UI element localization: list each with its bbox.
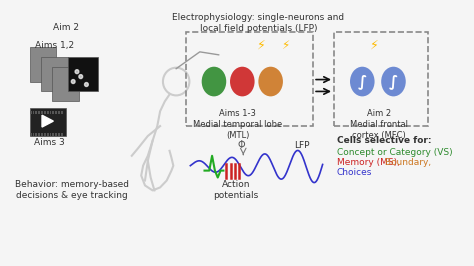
- FancyBboxPatch shape: [53, 111, 55, 114]
- FancyBboxPatch shape: [38, 133, 40, 136]
- Text: Electrophysiology: single-neurons and
local field potentials (LFP): Electrophysiology: single-neurons and lo…: [173, 13, 345, 33]
- FancyBboxPatch shape: [30, 133, 32, 136]
- FancyBboxPatch shape: [61, 133, 63, 136]
- Text: Aim 2: Aim 2: [367, 109, 392, 118]
- FancyBboxPatch shape: [30, 108, 65, 136]
- Text: Medial temporal lobe
(MTL): Medial temporal lobe (MTL): [193, 120, 282, 140]
- Text: LFP: LFP: [294, 141, 310, 150]
- FancyBboxPatch shape: [30, 111, 32, 114]
- FancyBboxPatch shape: [36, 133, 37, 136]
- FancyBboxPatch shape: [55, 111, 57, 114]
- FancyBboxPatch shape: [41, 57, 67, 92]
- Text: Choices: Choices: [337, 168, 372, 177]
- FancyBboxPatch shape: [44, 111, 46, 114]
- Text: Boundary,: Boundary,: [382, 158, 431, 167]
- FancyBboxPatch shape: [58, 133, 60, 136]
- FancyBboxPatch shape: [41, 111, 43, 114]
- FancyBboxPatch shape: [38, 111, 40, 114]
- Circle shape: [84, 82, 88, 86]
- Text: Aims 3: Aims 3: [34, 138, 64, 147]
- FancyBboxPatch shape: [67, 57, 98, 92]
- Ellipse shape: [230, 67, 255, 96]
- FancyBboxPatch shape: [53, 67, 79, 101]
- FancyBboxPatch shape: [44, 133, 46, 136]
- Text: ⚡: ⚡: [281, 39, 289, 52]
- Circle shape: [75, 70, 79, 74]
- Text: Aims 1-3: Aims 1-3: [219, 109, 256, 118]
- FancyBboxPatch shape: [53, 133, 55, 136]
- FancyBboxPatch shape: [33, 133, 35, 136]
- FancyBboxPatch shape: [61, 111, 63, 114]
- Text: Behavior: memory-based
decisions & eye tracking: Behavior: memory-based decisions & eye t…: [15, 181, 129, 200]
- FancyBboxPatch shape: [55, 133, 57, 136]
- Ellipse shape: [350, 67, 374, 96]
- FancyBboxPatch shape: [30, 47, 56, 82]
- Text: Aims 1,2: Aims 1,2: [35, 41, 74, 50]
- FancyBboxPatch shape: [36, 111, 37, 114]
- Text: ⚡: ⚡: [257, 39, 265, 52]
- Text: ∫: ∫: [358, 74, 367, 89]
- FancyBboxPatch shape: [50, 133, 52, 136]
- Text: Medial frontal
cortex (MFC): Medial frontal cortex (MFC): [350, 120, 408, 140]
- FancyBboxPatch shape: [50, 111, 52, 114]
- Ellipse shape: [258, 67, 283, 96]
- Text: ⚡: ⚡: [370, 39, 379, 52]
- Circle shape: [79, 75, 82, 78]
- Text: Aim 2: Aim 2: [53, 23, 79, 32]
- Text: ∫: ∫: [389, 74, 398, 89]
- Polygon shape: [42, 115, 54, 127]
- Text: Concept or Category (VS): Concept or Category (VS): [337, 148, 452, 157]
- Ellipse shape: [381, 67, 406, 96]
- FancyBboxPatch shape: [33, 111, 35, 114]
- FancyBboxPatch shape: [41, 133, 43, 136]
- FancyBboxPatch shape: [47, 133, 49, 136]
- Circle shape: [71, 80, 75, 84]
- Ellipse shape: [201, 67, 226, 96]
- Text: Memory (MS),: Memory (MS),: [337, 158, 400, 167]
- FancyBboxPatch shape: [47, 111, 49, 114]
- Text: Φ: Φ: [237, 140, 245, 150]
- Text: Cells selective for:: Cells selective for:: [337, 136, 431, 145]
- FancyBboxPatch shape: [58, 111, 60, 114]
- Text: Action
potentials: Action potentials: [213, 181, 258, 200]
